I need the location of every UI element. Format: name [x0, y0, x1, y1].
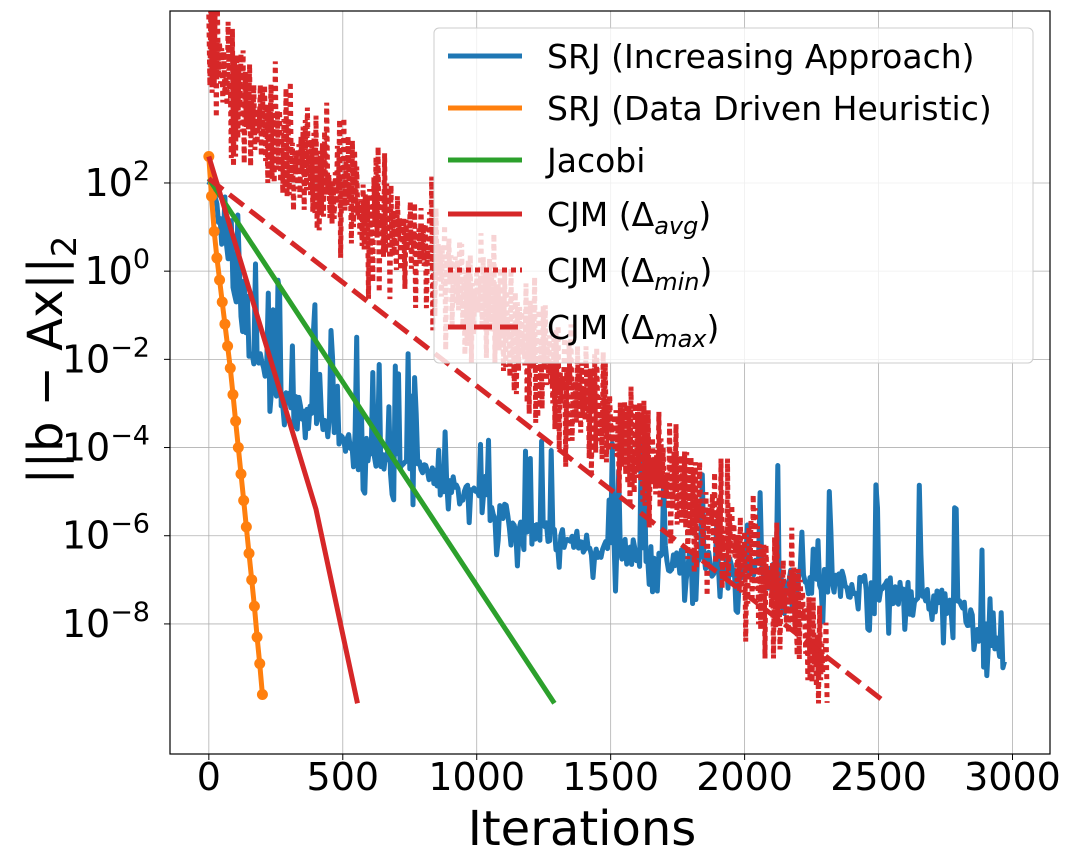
series-marker-srj-data-driven	[232, 442, 244, 454]
series-line-srj-increasing	[206, 178, 1007, 679]
x-axis-ticks: 0 500 1000 1500 2000 2500 3000	[197, 754, 1061, 799]
x-axis-title: Iterations	[468, 801, 697, 857]
series-marker-srj-data-driven	[216, 296, 228, 308]
series-marker-srj-data-driven	[214, 274, 226, 286]
series-marker-srj-data-driven	[248, 600, 260, 612]
series-marker-srj-data-driven	[256, 688, 268, 700]
series-marker-srj-data-driven	[246, 574, 258, 586]
series-marker-srj-data-driven	[243, 547, 255, 559]
series-marker-srj-data-driven	[219, 318, 231, 330]
series-marker-srj-data-driven	[254, 658, 266, 670]
x-tick-label: 1000	[428, 755, 525, 799]
legend-label: CJM (Δmin)	[547, 251, 712, 296]
y-axis-ticks: 102 100 10−2 10−4 10−6 10−8	[62, 156, 170, 646]
series-line-cjm-avg	[206, 155, 360, 704]
legend: SRJ (Increasing Approach) SRJ (Data Drive…	[433, 27, 1034, 364]
x-tick-label: 2500	[830, 755, 927, 799]
legend-label: SRJ (Increasing Approach)	[547, 37, 975, 76]
series-marker-srj-data-driven	[230, 415, 242, 427]
x-tick-label: 1500	[562, 755, 659, 799]
y-axis-title: ||b − Ax||2	[18, 236, 85, 485]
legend-label: CJM (Δavg)	[547, 195, 711, 240]
x-tick-label: 500	[307, 755, 380, 799]
y-tick-label: 100	[84, 244, 150, 293]
y-axis-title-subscript: 2	[45, 236, 85, 258]
series-marker-srj-data-driven	[211, 252, 223, 264]
y-tick-label: 10−6	[62, 509, 150, 558]
y-tick-label: 10−8	[62, 597, 150, 646]
legend-label: Jacobi	[545, 141, 645, 180]
legend-box	[433, 27, 1034, 364]
legend-label: SRJ (Data Driven Heuristic)	[547, 89, 992, 128]
legend-label: CJM (Δmax)	[547, 308, 719, 353]
series-marker-srj-data-driven	[251, 631, 263, 643]
series-line-jacobi	[206, 177, 557, 705]
x-tick-label: 0	[197, 755, 221, 799]
series-marker-srj-data-driven	[224, 362, 236, 374]
series-marker-srj-data-driven	[227, 389, 239, 401]
svg-text:||b − Ax||2: ||b − Ax||2	[18, 236, 85, 485]
series-marker-srj-data-driven	[238, 494, 250, 506]
series-marker-srj-data-driven	[222, 340, 234, 352]
series-line-cjm-max	[207, 176, 889, 706]
x-tick-label: 2000	[696, 755, 793, 799]
series-marker-srj-data-driven	[235, 468, 247, 480]
plot-frame	[169, 10, 1051, 755]
x-tick-label: 3000	[964, 755, 1061, 799]
y-tick-label: 102	[84, 156, 150, 205]
y-tick-label: 10−4	[62, 421, 150, 470]
y-axis-title-main: ||b − Ax||	[18, 257, 74, 484]
series-marker-srj-data-driven	[206, 190, 218, 202]
series-marker-srj-data-driven	[240, 521, 252, 533]
series-marker-srj-data-driven	[208, 225, 220, 237]
y-tick-label: 10−2	[62, 332, 150, 381]
